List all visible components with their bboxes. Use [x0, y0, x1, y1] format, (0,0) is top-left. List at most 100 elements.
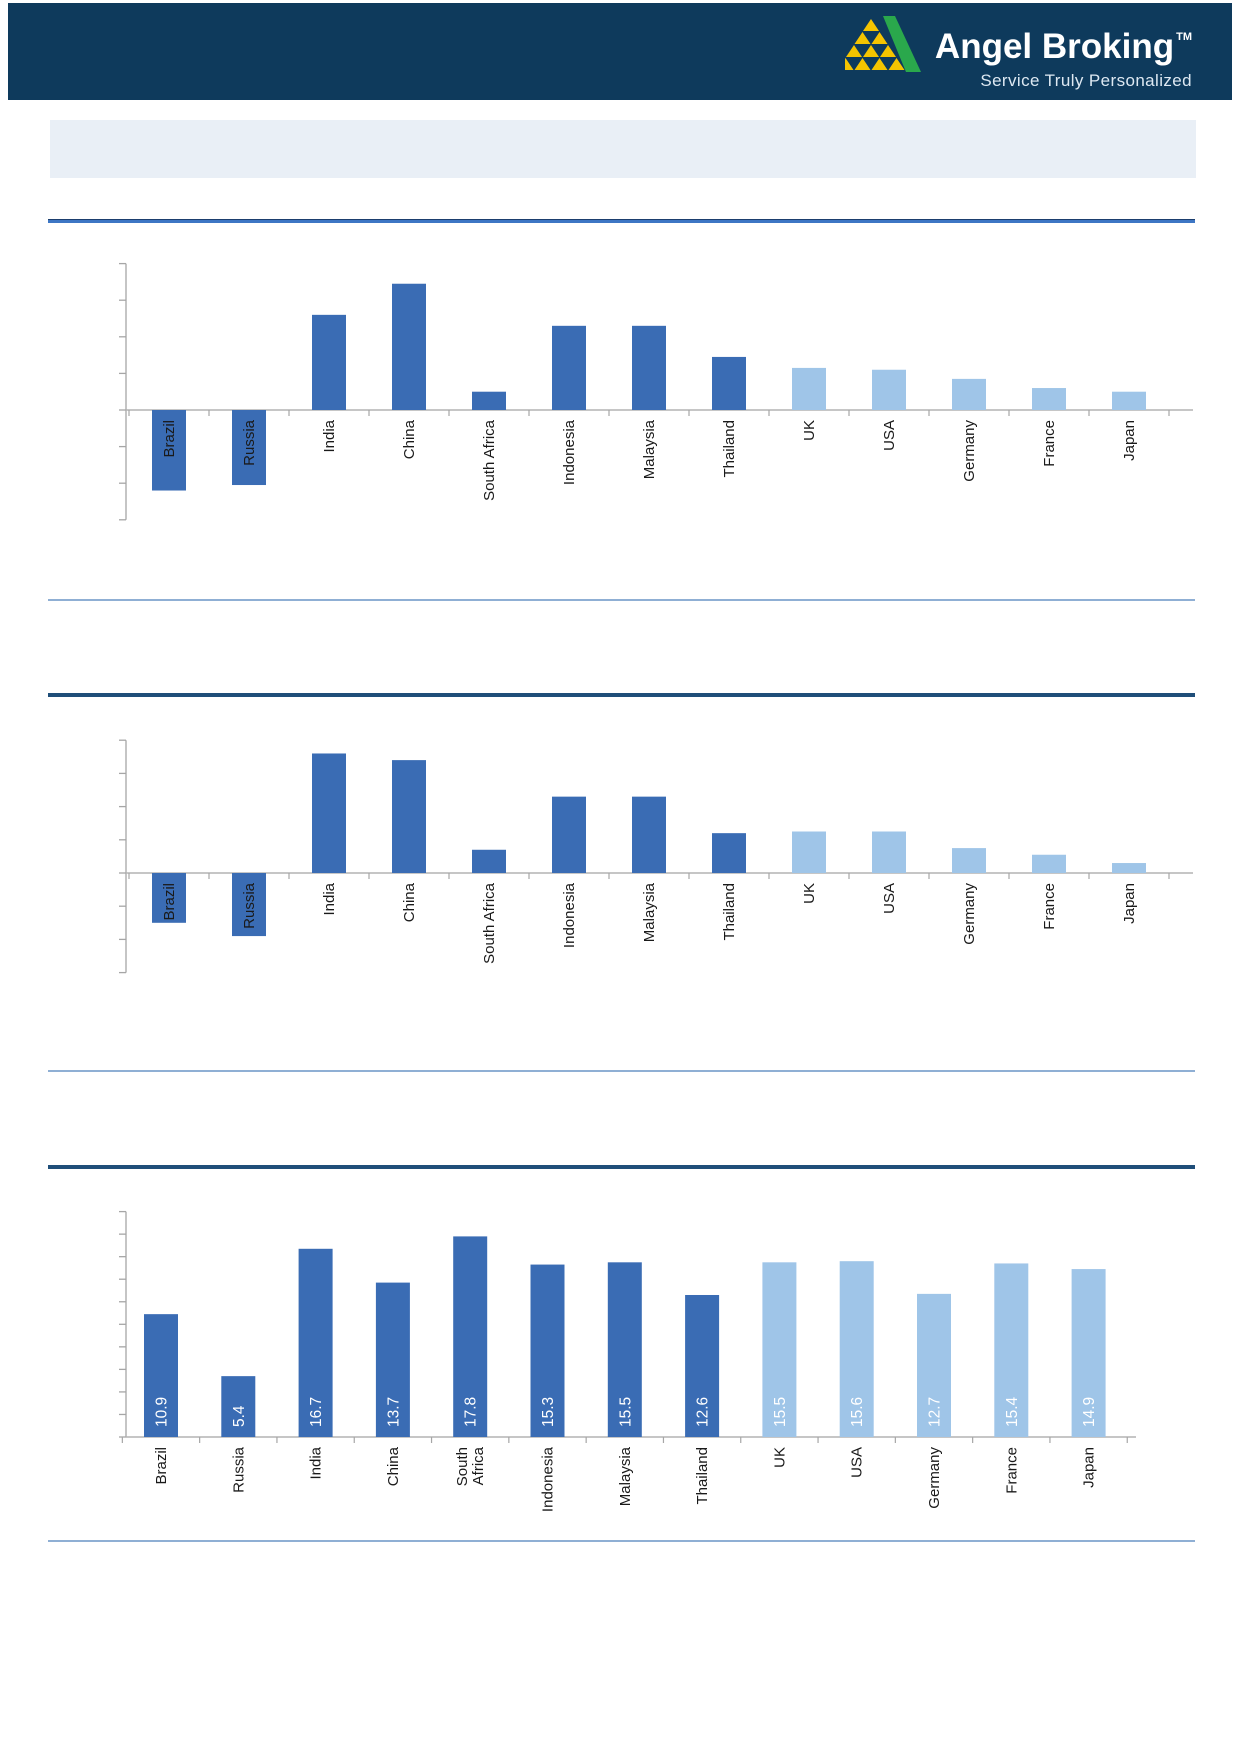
x-axis-label: Indonesia	[540, 1446, 557, 1512]
angel-broking-logo: Angel Broking TM Service Truly Personaliz…	[844, 14, 1192, 91]
x-axis-label: South Africa	[481, 419, 498, 501]
bar-value-label: 15.5	[617, 1397, 634, 1427]
bar-value-label: 15.3	[540, 1397, 557, 1427]
bar-japan	[1112, 391, 1146, 410]
x-axis-label: China	[385, 1446, 402, 1486]
x-axis-label: USA	[849, 1447, 866, 1478]
section-1-divider	[48, 599, 1195, 601]
x-axis-label: China	[401, 882, 418, 922]
bar-france	[1032, 854, 1066, 873]
bar-india	[312, 753, 346, 873]
x-axis-label: UK	[801, 883, 818, 904]
trademark-symbol: TM	[1176, 31, 1192, 43]
bar-brazil	[152, 410, 186, 491]
x-axis-label: UK	[801, 420, 818, 441]
x-axis-label: Brazil	[161, 883, 178, 921]
bar-indonesia	[552, 796, 586, 873]
x-axis-label: India	[308, 1446, 325, 1479]
section-2-rule	[48, 693, 1195, 697]
x-axis-label: France	[1003, 1447, 1020, 1494]
angel-broking-logo-icon	[844, 16, 921, 72]
bar-value-label: 16.7	[308, 1397, 325, 1427]
header-band: Angel Broking TM Service Truly Personaliz…	[8, 3, 1232, 100]
brand-tagline: Service Truly Personalized	[980, 71, 1192, 90]
x-axis-label: Japan	[1121, 420, 1138, 461]
x-axis-label: Russia	[230, 1446, 247, 1493]
x-axis-label: Germany	[926, 1447, 943, 1509]
chart-1-country-bar-figure: Brazil Russia India China South Africa Indone…	[119, 262, 1193, 521]
x-axis-label: UK	[771, 1447, 788, 1468]
x-axis-label: France	[1041, 883, 1058, 930]
bar-value-label: 15.6	[849, 1397, 866, 1427]
bar-brazil	[152, 873, 186, 923]
section-3-rule	[48, 1165, 1195, 1169]
bar-russia	[221, 1376, 256, 1437]
bar-value-label: 12.6	[695, 1397, 712, 1427]
bar-value-label: 15.5	[772, 1397, 789, 1427]
bar-malaysia	[632, 325, 666, 410]
x-axis-label: Russia	[241, 882, 258, 929]
x-axis-label: Japan	[1081, 1447, 1098, 1488]
bar-uk	[792, 367, 826, 410]
bar-france	[1032, 388, 1066, 410]
chart-3-country-bar-figure: Brazil Russia India China South Africa Indones…	[119, 1210, 1136, 1512]
x-axis-label: South	[454, 1447, 471, 1486]
bar-south-africa	[453, 1236, 488, 1437]
x-axis-label: South Africa	[481, 882, 498, 964]
bar-germany	[952, 848, 986, 873]
x-axis-label: France	[1041, 420, 1058, 467]
bar-thailand	[712, 833, 746, 873]
bar-indonesia	[552, 325, 586, 410]
logo-yellow-pyramid	[844, 19, 905, 70]
bar-germany	[952, 378, 986, 410]
section-3-divider	[48, 1540, 1195, 1542]
x-axis-label: Germany	[961, 420, 978, 482]
x-axis-label: Thailand	[721, 420, 738, 478]
bar-france	[994, 1263, 1029, 1437]
bar-russia	[232, 873, 266, 937]
bar-uk	[792, 831, 826, 873]
x-axis-label: Japan	[1121, 883, 1138, 924]
bar-value-label: 5.4	[231, 1405, 248, 1427]
bar-south-africa	[472, 849, 506, 873]
bar-value-label: 14.9	[1081, 1397, 1098, 1427]
bar-china	[392, 760, 426, 873]
section-1-rule	[48, 219, 1195, 223]
x-axis-label: Brazil	[161, 420, 178, 458]
logo-green-slash	[882, 16, 921, 72]
x-axis-label: Africa	[470, 1446, 487, 1485]
bar-value-label: 10.9	[154, 1397, 171, 1427]
x-axis-label: India	[321, 419, 338, 452]
bar-value-label: 12.7	[927, 1397, 944, 1427]
x-axis-label: Thailand	[721, 883, 738, 941]
bar-value-label: 13.7	[385, 1397, 402, 1427]
bar-india	[298, 1248, 333, 1437]
section-2-divider	[48, 1070, 1195, 1072]
x-axis-label: India	[321, 882, 338, 915]
x-axis-label: USA	[881, 420, 898, 451]
bar-germany	[917, 1293, 951, 1437]
x-axis-label: Indonesia	[561, 419, 578, 485]
bar-russia	[232, 410, 266, 486]
bar-usa	[872, 369, 906, 410]
bar-malaysia	[632, 796, 666, 873]
bar-thailand	[685, 1294, 720, 1437]
x-axis-label: USA	[881, 883, 898, 914]
bar-japan	[1071, 1269, 1106, 1437]
bar-china	[392, 283, 426, 410]
x-axis-label: China	[401, 419, 418, 459]
x-axis-label: Russia	[241, 419, 258, 466]
title-box	[50, 120, 1196, 178]
bar-brazil	[144, 1314, 178, 1437]
chart-2-country-bar-figure: Brazil Russia India China South Africa Indone…	[119, 739, 1193, 974]
x-axis-label: Indonesia	[561, 882, 578, 948]
bar-thailand	[712, 356, 746, 410]
bar-malaysia	[607, 1262, 642, 1437]
bar-usa	[872, 831, 906, 873]
x-axis-label: Malaysia	[641, 882, 658, 942]
bar-usa	[839, 1261, 874, 1437]
bar-south-africa	[472, 391, 506, 410]
x-axis-label: Thailand	[694, 1447, 711, 1505]
x-axis-label: Malaysia	[641, 419, 658, 479]
bar-india	[312, 314, 346, 410]
